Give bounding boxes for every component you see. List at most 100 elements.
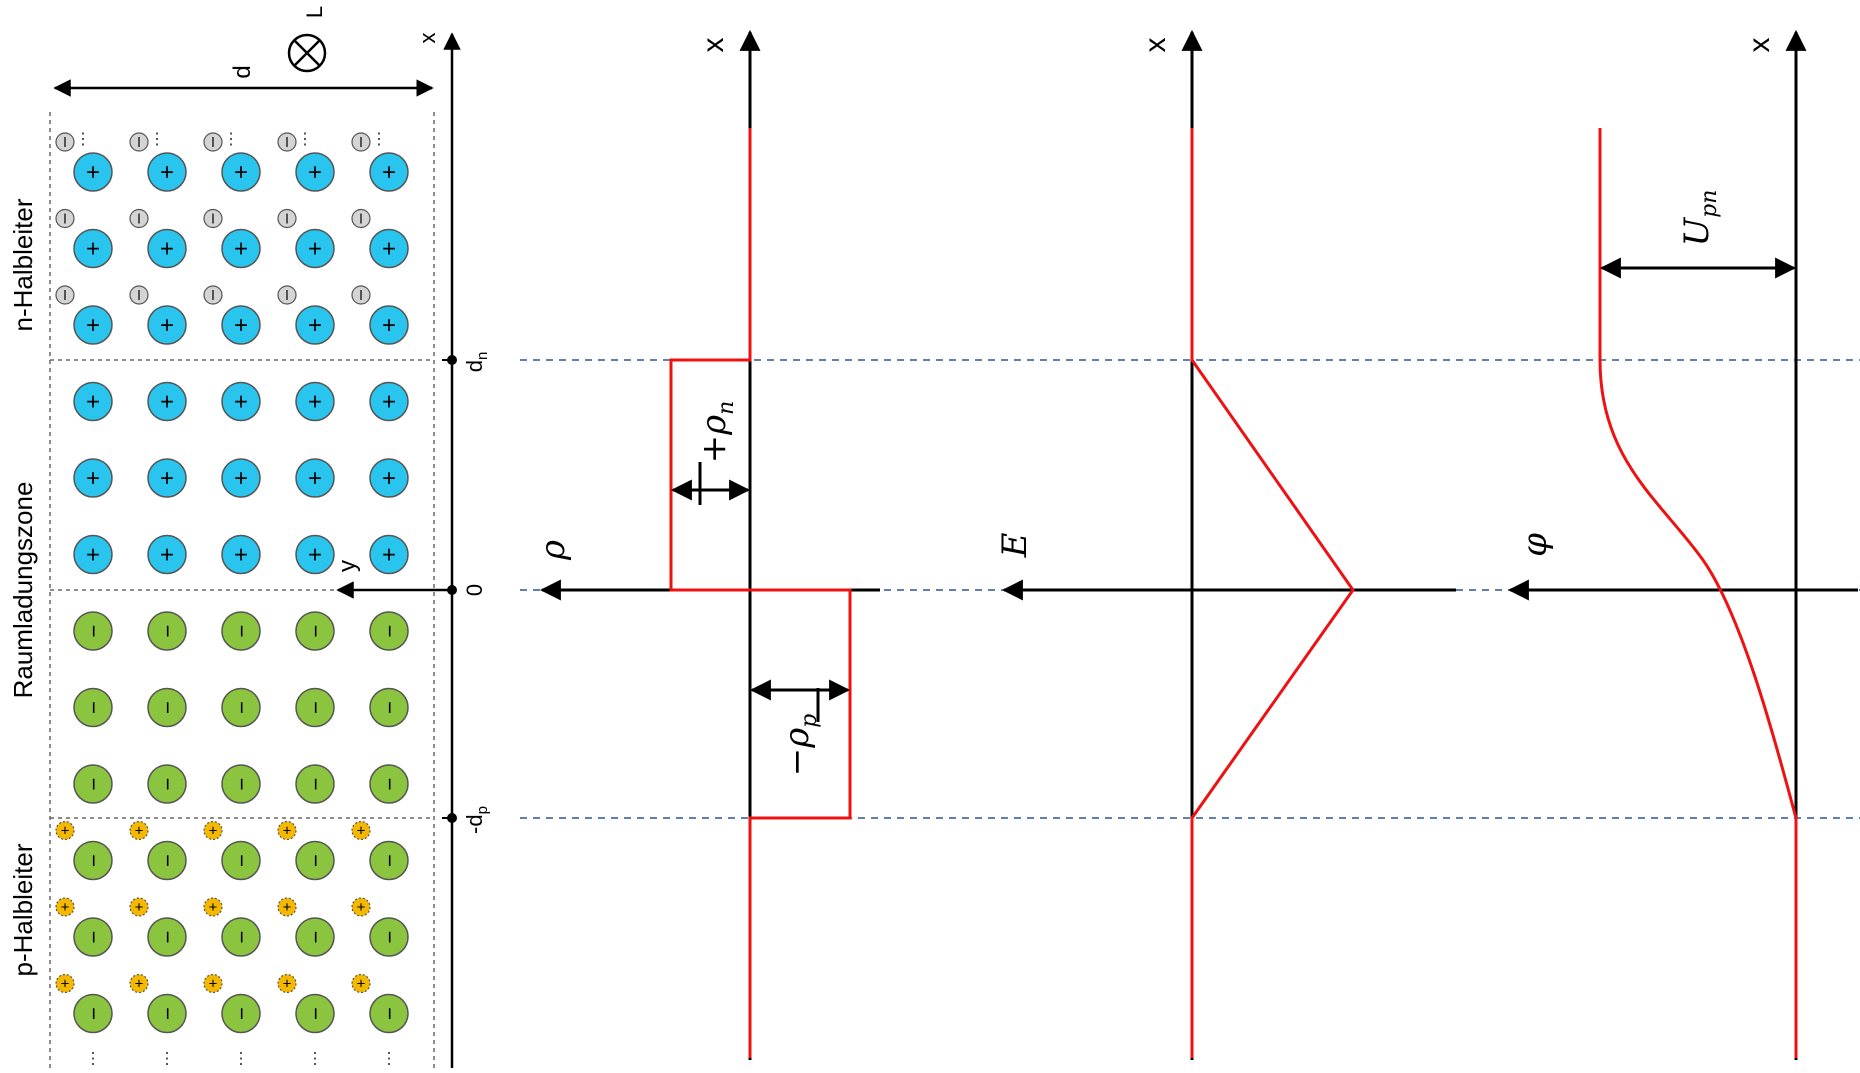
length-L-label: L <box>302 6 327 18</box>
donor-ion <box>369 458 409 498</box>
acceptor-ion <box>369 687 409 728</box>
acceptor-ion <box>147 917 187 957</box>
svg-text:+ρn: +ρn <box>694 401 739 464</box>
acceptor-ion-sign: − <box>303 854 328 867</box>
donor-ion <box>147 381 187 422</box>
donor-ion-sign: + <box>160 159 174 186</box>
donor-ion-sign: + <box>86 542 100 569</box>
dn-label-main: d <box>462 360 487 372</box>
donor-ion-sign: + <box>382 236 396 263</box>
acceptor-ion <box>369 764 409 804</box>
donor-ion-sign: + <box>234 159 248 186</box>
donor-ion-sign: + <box>382 542 396 569</box>
acceptor-ion-sign: − <box>81 854 106 867</box>
donor-ion <box>73 381 113 422</box>
field-axis-label: E <box>995 532 1035 558</box>
acceptor-ion <box>369 840 409 881</box>
donor-ion <box>221 381 261 422</box>
acceptor-ion-sign: − <box>81 931 106 944</box>
donor-ion <box>73 534 113 575</box>
acceptor-ion-sign: − <box>155 1007 180 1020</box>
donor-ion <box>73 152 113 192</box>
dp-label-sub: p <box>474 806 491 814</box>
hole <box>351 973 371 994</box>
acceptor-ion-sign: − <box>229 854 254 867</box>
donor-ion-sign: + <box>382 465 396 492</box>
continuation-dots: ⋮ <box>149 131 165 148</box>
hole-sign: + <box>283 976 292 993</box>
acceptor-ion-sign: − <box>303 931 328 944</box>
hole <box>129 820 149 841</box>
donor-ion-sign: + <box>160 389 174 416</box>
n-region-label: n-Halbleiter <box>8 198 38 331</box>
rho-n-label-main: +ρ <box>694 415 734 463</box>
acceptor-ion <box>147 840 187 881</box>
rho-p-label-sub: p <box>797 714 822 728</box>
donor-ion-sign: + <box>86 159 100 186</box>
acceptor-ion <box>73 687 113 728</box>
hole <box>277 820 297 841</box>
acceptor-ion-sign: − <box>81 625 106 638</box>
acceptor-ion-sign: − <box>81 778 106 791</box>
acceptor-ion-sign: − <box>377 778 402 791</box>
hole <box>203 820 223 841</box>
acceptor-ion-sign: − <box>155 701 180 714</box>
p-region-label: p-Halbleiter <box>8 843 38 976</box>
acceptor-ion-sign: − <box>377 854 402 867</box>
field-panel-x-label: x <box>1139 38 1172 53</box>
acceptor-ion-sign: − <box>229 778 254 791</box>
field-panel: x E <box>995 29 1456 1060</box>
zero-label: 0 <box>462 584 487 596</box>
donor-ion-sign: + <box>308 389 322 416</box>
donor-ion-sign: + <box>86 389 100 416</box>
potential-curve <box>1598 128 1798 1058</box>
donor-ion-sign: + <box>234 542 248 569</box>
acceptor-ion-sign: − <box>155 854 180 867</box>
acceptor-ion-sign: − <box>303 1007 328 1020</box>
svg-text:-dp: -dp <box>462 806 491 834</box>
acceptor-ion-sign: − <box>303 778 328 791</box>
acceptor-ion <box>221 993 261 1034</box>
acceptor-ion <box>295 840 335 881</box>
donor-ion <box>147 534 187 575</box>
hole-sign: + <box>135 899 144 916</box>
y-axis-label: y <box>334 560 361 572</box>
rho-n-label-sub: n <box>714 401 739 415</box>
hole <box>203 973 223 994</box>
hole <box>277 973 297 994</box>
hole-sign: + <box>135 823 144 840</box>
hole <box>129 973 149 994</box>
hole <box>129 897 149 917</box>
continuation-dots: ⋮ <box>233 1051 249 1068</box>
acceptor-ion-sign: − <box>303 625 328 638</box>
acceptor-ion <box>147 993 187 1034</box>
continuation-dots: ⋮ <box>297 131 313 148</box>
hole-sign: + <box>357 899 366 916</box>
acceptor-ion <box>295 917 335 957</box>
acceptor-ion-sign: − <box>155 625 180 638</box>
acceptor-ion-sign: − <box>229 701 254 714</box>
donor-ion <box>221 152 261 192</box>
acceptor-ion <box>369 993 409 1034</box>
potential-axis-label: φ <box>1515 533 1555 557</box>
donor-ion-sign: + <box>308 159 322 186</box>
donor-ion <box>73 458 113 498</box>
rho-panel-x-label: x <box>697 38 730 53</box>
donor-ion <box>369 152 409 192</box>
rho-panel: x ρ +ρn −ρp <box>533 29 880 1060</box>
hole-sign: + <box>209 899 218 916</box>
continuation-dots: ⋮ <box>223 131 239 148</box>
hole-sign: + <box>209 823 218 840</box>
rho-p-label: −ρp <box>777 714 822 777</box>
svg-text:dn: dn <box>462 352 491 373</box>
donor-ion-sign: + <box>86 236 100 263</box>
continuation-dots: ⋮ <box>75 131 91 148</box>
donor-ion <box>369 228 409 269</box>
hole <box>351 820 371 841</box>
donor-ion-sign: + <box>382 389 396 416</box>
hole-sign: + <box>357 823 366 840</box>
donor-ion-sign: + <box>160 465 174 492</box>
donor-ion <box>369 381 409 422</box>
into-page-symbol <box>287 33 327 73</box>
donor-ion <box>221 228 261 269</box>
